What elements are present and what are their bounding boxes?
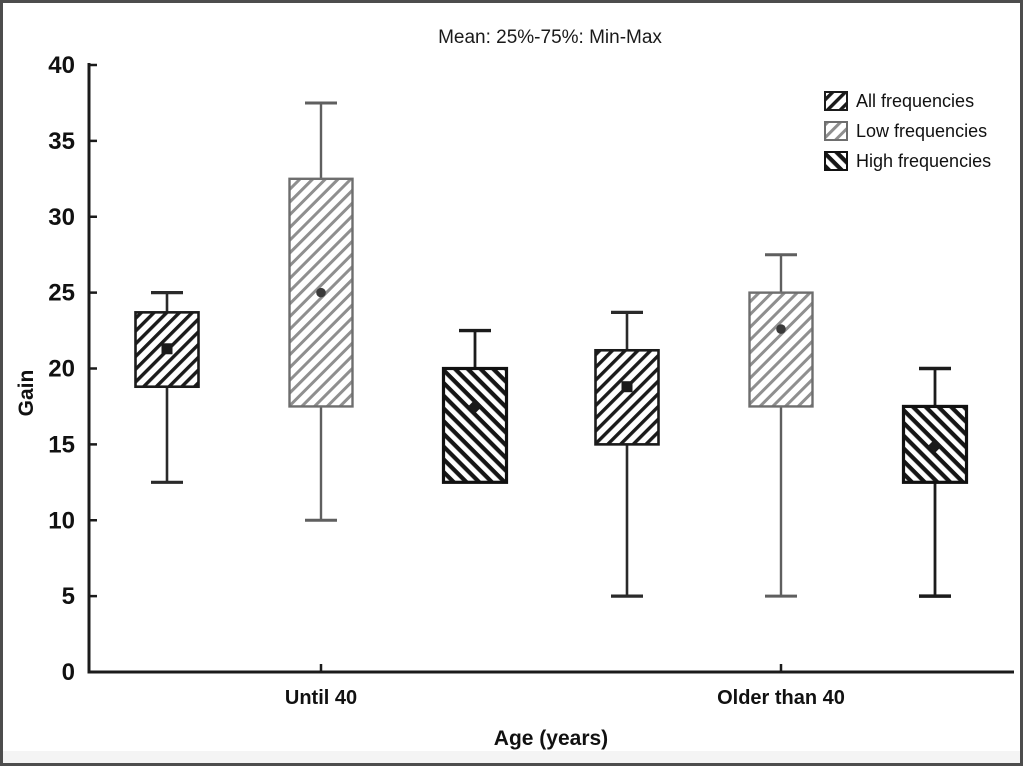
category-label-until-40: Until 40 — [285, 687, 357, 709]
box-high-frequencies-1 — [901, 366, 969, 598]
x-axis-title: Age (years) — [494, 727, 608, 750]
box-series — [134, 101, 969, 598]
frame-bottom-strip — [3, 751, 1020, 763]
y-tick-label: 5 — [62, 583, 75, 610]
legend-label-high-frequencies: High frequencies — [856, 151, 991, 171]
y-tick-label: 35 — [48, 128, 75, 155]
y-tick-label: 15 — [48, 431, 75, 458]
mean-marker-diamond — [468, 399, 482, 414]
mean-marker-square — [621, 381, 633, 393]
iqr-box — [441, 366, 509, 484]
legend-label-low-frequencies: Low frequencies — [856, 121, 987, 141]
box-all-frequencies-1 — [594, 310, 660, 598]
mean-marker-diamond — [928, 438, 942, 453]
box-high-frequencies-0 — [441, 328, 509, 484]
y-tick-label: 30 — [48, 204, 75, 231]
box-low-frequencies-1 — [748, 253, 814, 598]
iqr-box — [288, 177, 354, 408]
mean-marker-circle — [776, 324, 786, 334]
y-tick-label: 0 — [62, 659, 75, 686]
y-tick-label: 40 — [48, 52, 75, 79]
y-tick-label: 10 — [48, 507, 75, 534]
legend-label-all-frequencies: All frequencies — [856, 91, 974, 111]
box-all-frequencies-0 — [134, 291, 200, 484]
legend-item-high-frequencies: High frequencies — [824, 151, 991, 171]
category-label-older-than-40: Older than 40 — [717, 687, 845, 709]
legend-swatch-low-frequencies-icon — [824, 121, 848, 141]
legend-swatch-high-frequencies-icon — [824, 151, 848, 171]
y-tick-label: 25 — [48, 280, 75, 307]
mean-marker-circle — [316, 287, 326, 298]
legend-item-low-frequencies: Low frequencies — [824, 121, 987, 141]
y-axis-ticks: 0 5 10 15 20 25 30 35 40 — [48, 52, 97, 686]
box-low-frequencies-0 — [288, 101, 354, 522]
legend-swatch-all-frequencies-icon — [824, 91, 848, 111]
iqr-box — [748, 291, 814, 408]
legend: All frequencies Low frequencies High fre… — [824, 91, 991, 171]
legend-item-all-frequencies: All frequencies — [824, 91, 974, 111]
y-axis-title: Gain — [15, 370, 38, 417]
boxplot-chart: Mean: 25%-75%: Min-Max 0510152025303540 … — [15, 27, 1014, 750]
mean-marker-square — [161, 343, 173, 355]
chart-title: Mean: 25%-75%: Min-Max — [438, 27, 662, 48]
iqr-box — [594, 348, 660, 446]
y-tick-label: 20 — [48, 356, 75, 383]
